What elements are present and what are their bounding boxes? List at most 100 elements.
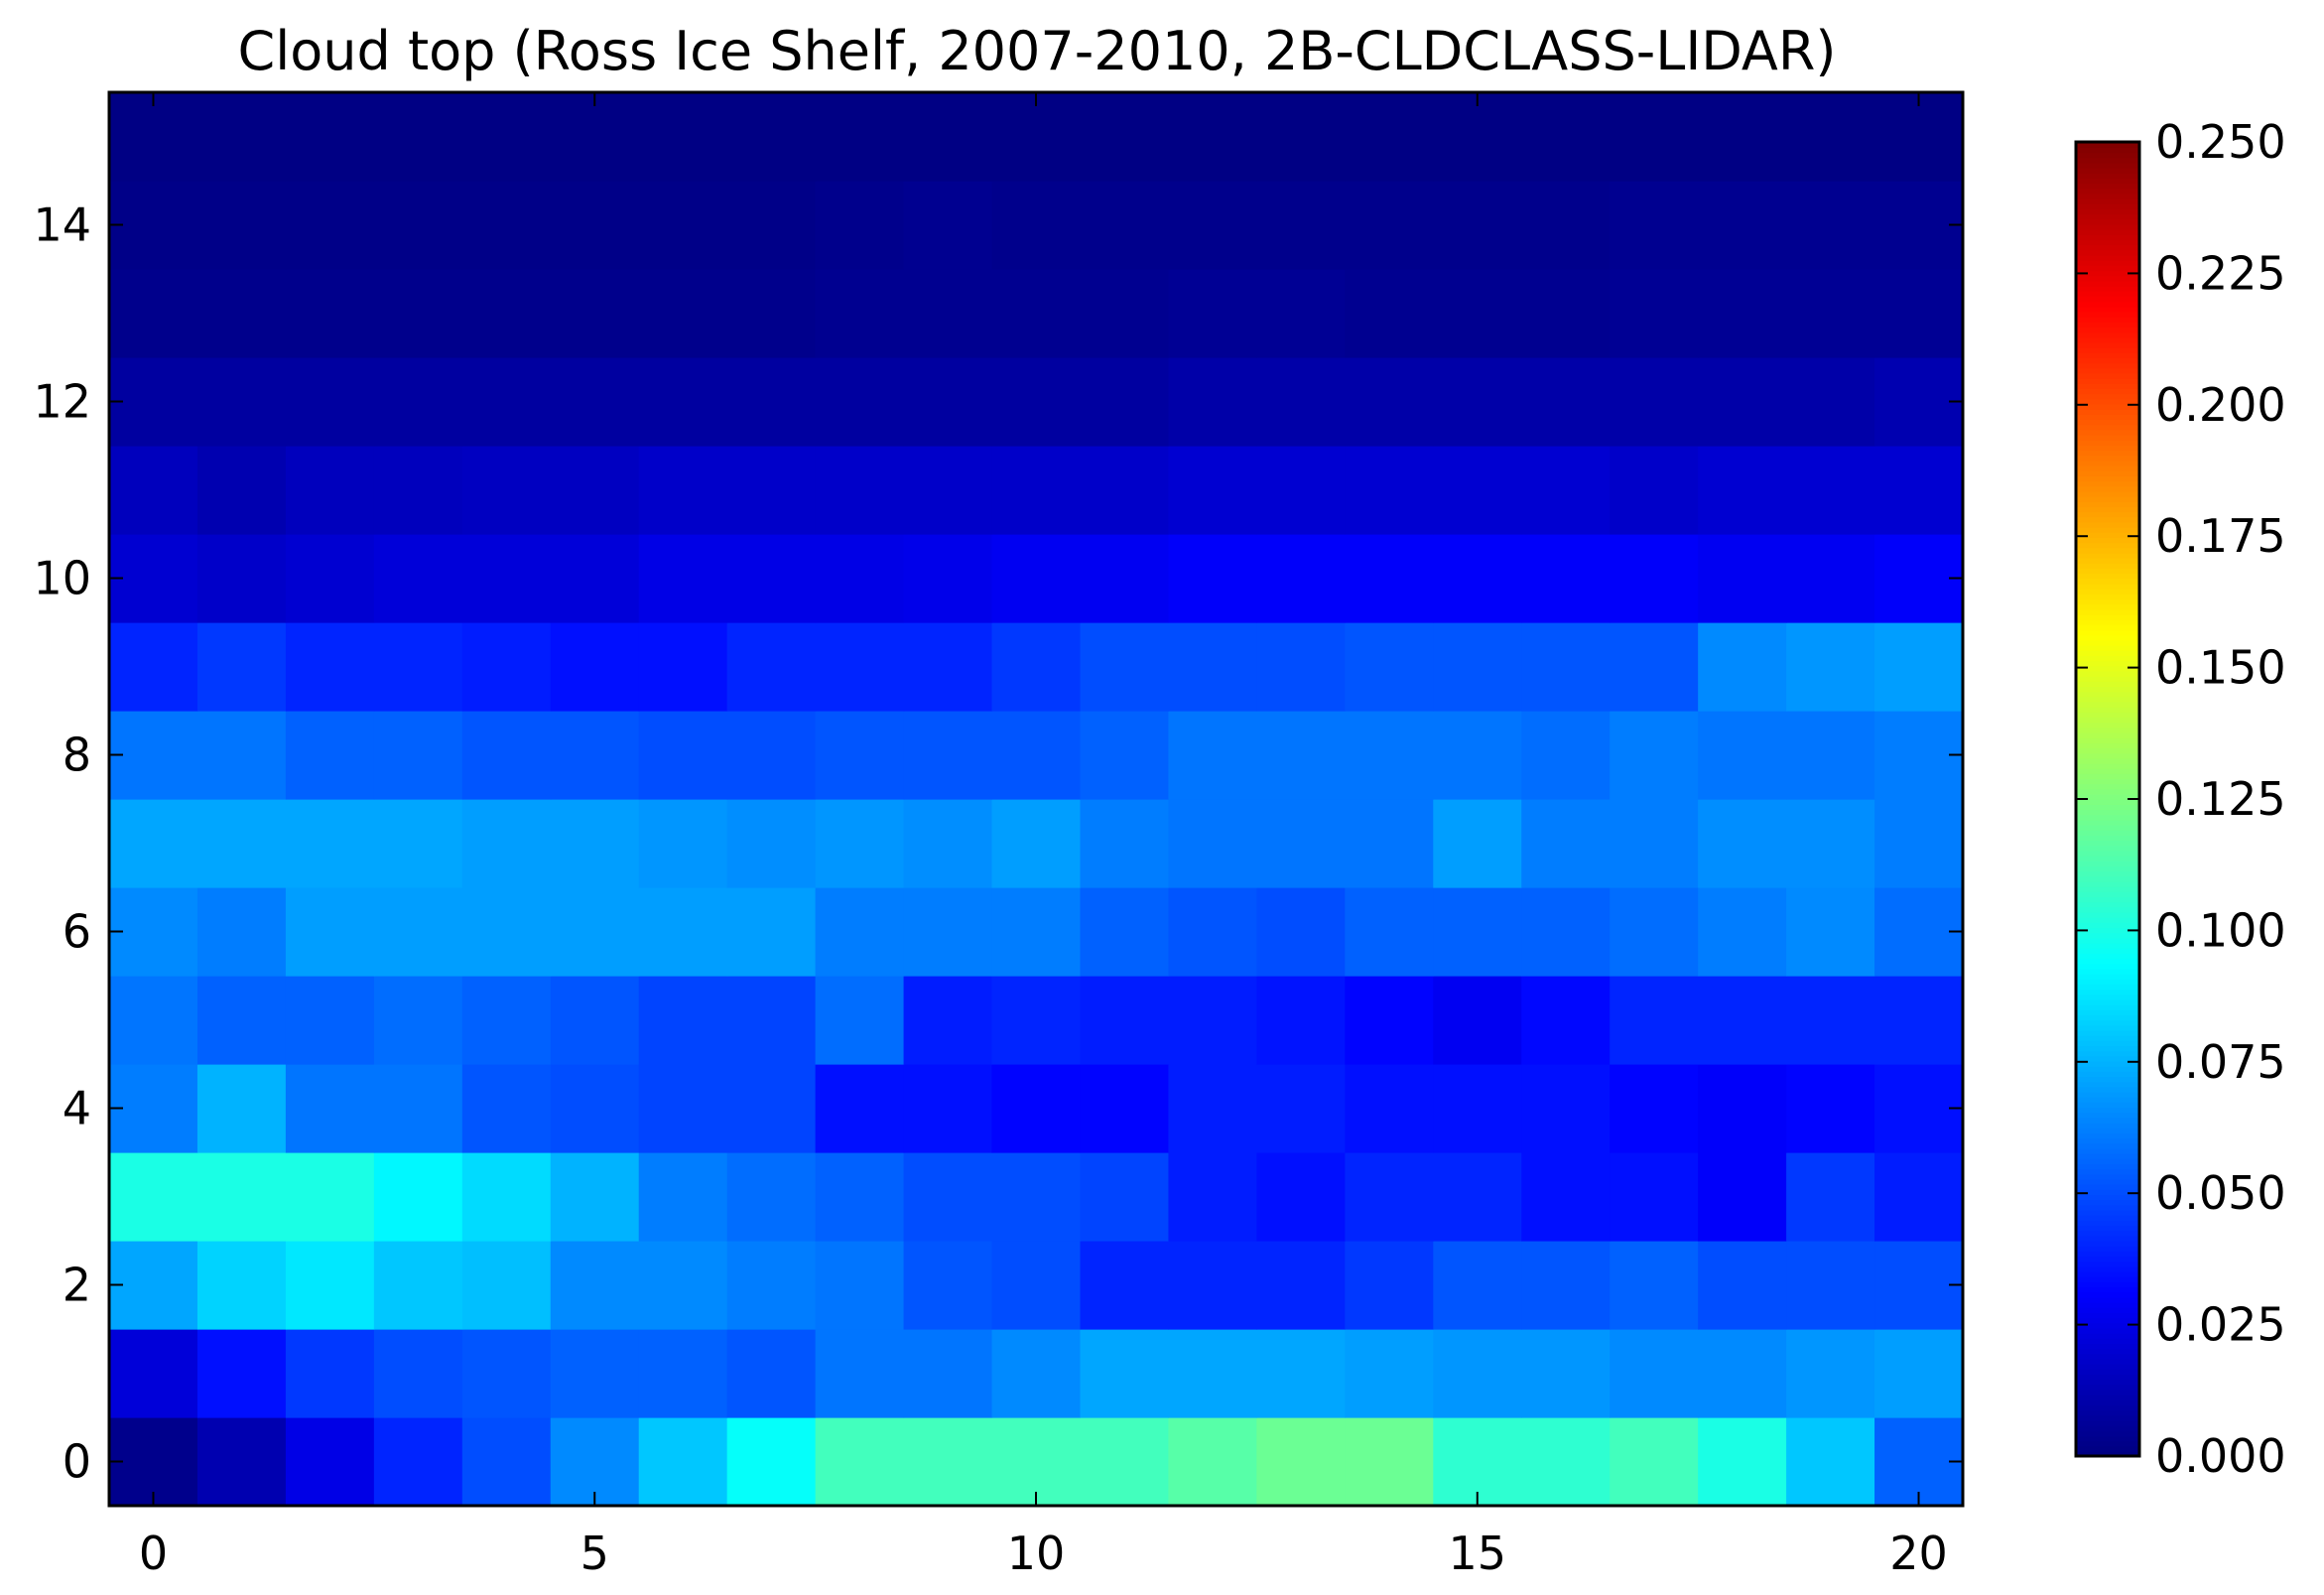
colorbar-segment: [2076, 1343, 2139, 1350]
heatmap-cell: [285, 446, 375, 535]
heatmap-cell: [109, 534, 198, 623]
colorbar-segment: [2076, 434, 2139, 441]
heatmap-cell: [1168, 799, 1257, 888]
heatmap-cell: [1610, 1064, 1699, 1153]
heatmap-cell: [815, 799, 905, 888]
heatmap-cell: [726, 976, 817, 1065]
colorbar-segment: [2076, 1147, 2139, 1154]
heatmap-cell: [1610, 92, 1699, 182]
heatmap-cell: [461, 1064, 552, 1153]
heatmap-cell: [1698, 1329, 1787, 1418]
heatmap-cell: [1345, 92, 1434, 182]
heatmap-cell: [1874, 92, 1964, 182]
heatmap-cell: [991, 534, 1082, 623]
colorbar-segment: [2076, 942, 2139, 949]
colorbar-segment: [2076, 445, 2139, 452]
heatmap-cell: [1433, 1417, 1522, 1507]
colorbar-segment: [2076, 1204, 2139, 1211]
heatmap-cell: [1168, 1152, 1257, 1242]
colorbar-segment: [2076, 193, 2139, 199]
colorbar-segment: [2076, 1409, 2139, 1416]
heatmap-cell: [726, 446, 817, 535]
heatmap-cell: [1610, 1241, 1699, 1330]
colorbar-segment: [2076, 958, 2139, 965]
heatmap-cell: [1521, 446, 1611, 535]
heatmap-cell: [1786, 1152, 1875, 1242]
heatmap-cell: [1345, 1064, 1434, 1153]
heatmap-cell: [991, 357, 1082, 447]
heatmap-cell: [638, 1417, 728, 1507]
colorbar-segment: [2076, 850, 2139, 857]
colorbar-segment: [2076, 306, 2139, 313]
colorbar-segment: [2076, 1158, 2139, 1164]
colorbar-segment: [2076, 783, 2139, 790]
heatmap-cell: [285, 1064, 375, 1153]
heatmap-cell: [1256, 976, 1346, 1065]
colorbar-segment: [2076, 1317, 2139, 1324]
colorbar-segment: [2076, 1060, 2139, 1067]
heatmap-cell: [109, 1152, 198, 1242]
heatmap-cell: [1168, 92, 1257, 182]
x-tick-label: 5: [581, 1527, 609, 1580]
heatmap-cell: [991, 1417, 1082, 1507]
colorbar-segment: [2076, 1199, 2139, 1206]
heatmap-cell: [1080, 976, 1170, 1065]
colorbar-segment: [2076, 542, 2139, 549]
heatmap-cell: [1256, 446, 1346, 535]
heatmap-cell: [1080, 1417, 1170, 1507]
colorbar-segment: [2076, 809, 2139, 816]
y-tick-label: 6: [63, 905, 91, 959]
heatmap-cell: [550, 357, 640, 447]
colorbar-segment: [2076, 388, 2139, 395]
colorbar-segment: [2076, 686, 2139, 693]
colorbar-segment: [2076, 588, 2139, 595]
heatmap-cell: [1874, 534, 1964, 623]
colorbar-segment: [2076, 916, 2139, 923]
heatmap-cell: [461, 976, 552, 1065]
heatmap-cell: [1345, 446, 1434, 535]
colorbar-segment: [2076, 362, 2139, 369]
heatmap-cell: [461, 534, 552, 623]
colorbar-segment: [2076, 1286, 2139, 1293]
heatmap-cell: [196, 1152, 287, 1242]
heatmap-cell: [373, 1064, 463, 1153]
heatmap-cell: [638, 887, 728, 977]
heatmap-cell: [903, 1417, 993, 1507]
colorbar-segment: [2076, 1363, 2139, 1370]
heatmap-cell: [1256, 534, 1346, 623]
colorbar-segment: [2076, 244, 2139, 251]
heatmap-cell: [373, 887, 463, 977]
heatmap-cell: [726, 534, 817, 623]
colorbar-segment: [2076, 383, 2139, 390]
heatmap-cell: [1433, 269, 1522, 358]
heatmap-cell: [1874, 622, 1964, 712]
colorbar-segment: [2076, 639, 2139, 646]
heatmap-cell: [1698, 1064, 1787, 1153]
heatmap-cell: [1610, 887, 1699, 977]
colorbar-segment: [2076, 450, 2139, 457]
colorbar-segment: [2076, 1270, 2139, 1277]
heatmap-cell: [1345, 1329, 1434, 1418]
colorbar-tick-label: 0.100: [2155, 903, 2286, 957]
colorbar-tick-label: 0.125: [2155, 772, 2286, 826]
colorbar-segment: [2076, 270, 2139, 277]
colorbar-segment: [2076, 922, 2139, 929]
colorbar-segment: [2076, 1050, 2139, 1057]
colorbar-segment: [2076, 198, 2139, 204]
colorbar-tick-label: 0.225: [2155, 246, 2286, 300]
colorbar-segment: [2076, 989, 2139, 996]
colorbar-segment: [2076, 573, 2139, 580]
colorbar-tick-label: 0.250: [2155, 115, 2286, 169]
heatmap-cell: [1874, 357, 1964, 447]
colorbar-segment: [2076, 419, 2139, 426]
colorbar-segment: [2076, 1281, 2139, 1288]
x-tick-label: 10: [1007, 1527, 1066, 1580]
heatmap-cell: [1698, 799, 1787, 888]
colorbar-segment: [2076, 1045, 2139, 1052]
heatmap-cell: [726, 1417, 817, 1507]
heatmap-cell: [1345, 181, 1434, 270]
colorbar-segment: [2076, 757, 2139, 764]
heatmap-cell: [1256, 887, 1346, 977]
heatmap-cell: [638, 181, 728, 270]
heatmap-cell: [461, 446, 552, 535]
